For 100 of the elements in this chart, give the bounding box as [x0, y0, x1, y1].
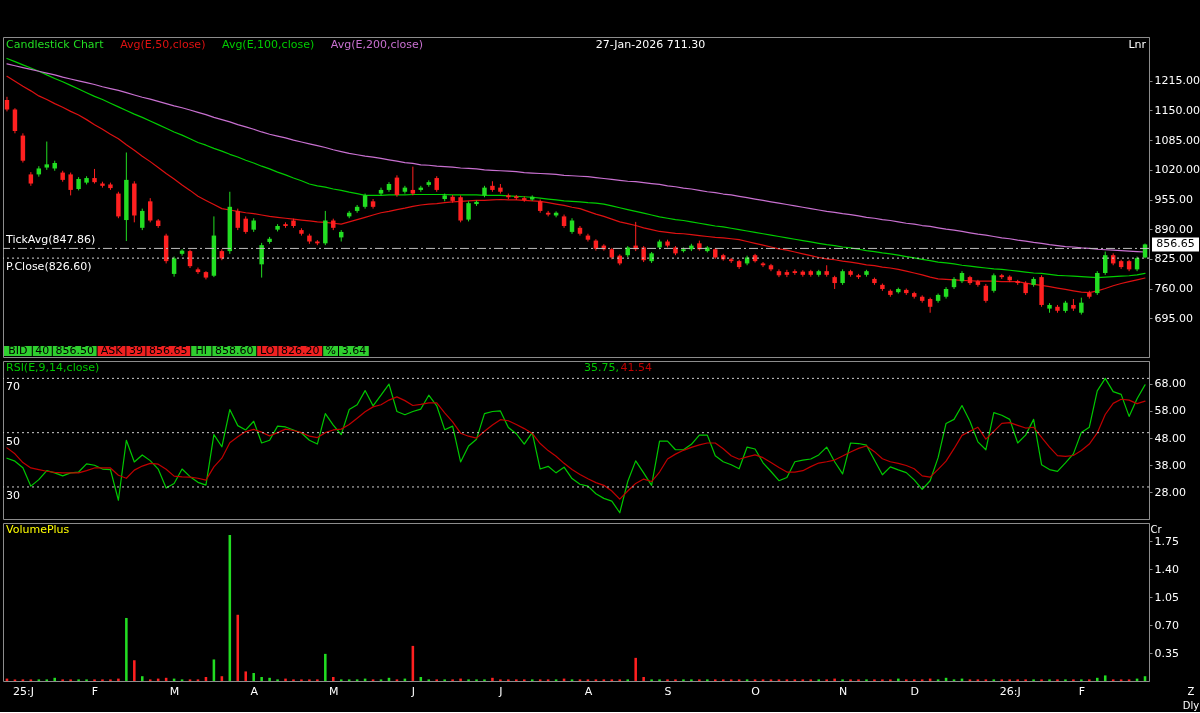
candlestick — [140, 208, 145, 231]
annotation: 40 — [35, 344, 50, 357]
ref-line-label: 30 — [6, 488, 20, 502]
x-tick-label: F — [1078, 684, 1086, 698]
x-tick-label: O — [751, 684, 761, 698]
y-tick-label: 58.00 — [1154, 404, 1186, 418]
annotation: 27-Jan-2026 711.30 — [595, 38, 706, 51]
text: 856.65 — [1156, 237, 1195, 251]
bar — [1096, 677, 1099, 681]
line-series — [6, 377, 1146, 514]
text: Avg(E,100,close) — [222, 38, 315, 51]
bar — [459, 678, 462, 681]
annotation: 826.20 — [281, 344, 320, 357]
bar — [642, 677, 645, 681]
text: Avg(E,200,close) — [330, 38, 424, 51]
bar — [324, 653, 327, 681]
candlestick — [148, 197, 153, 223]
candlestick — [983, 283, 989, 304]
y-tick-label: 68.00 — [1154, 377, 1186, 391]
chart-title: VolumePlus — [6, 523, 70, 536]
y-tick-label: 0.70 — [1154, 618, 1179, 632]
x-tick-label: J — [410, 684, 415, 698]
x-tick-label: J — [498, 684, 503, 698]
candlestick — [410, 166, 416, 196]
candlestick — [458, 194, 463, 223]
x-tick-label: F — [91, 684, 99, 698]
bar — [53, 677, 56, 681]
y-tick-label: 890.00 — [1154, 222, 1193, 236]
ref-line-label: 50 — [6, 434, 20, 448]
annotation: ASK — [100, 344, 124, 357]
candlestick — [68, 172, 73, 196]
bar — [268, 677, 271, 681]
bar — [897, 678, 900, 681]
x-tick-label: D — [910, 684, 919, 698]
ref-line-label: P.Close(826.60) — [6, 260, 92, 274]
bar — [634, 657, 637, 681]
annotation: BID — [8, 344, 28, 357]
candlestick — [760, 261, 766, 268]
x-tick-label: M — [329, 684, 339, 698]
candlestick — [259, 242, 264, 279]
y-tick-label: 825.00 — [1154, 252, 1193, 266]
x-tick-label: N — [838, 684, 848, 698]
candlestick — [195, 267, 201, 275]
line-series — [6, 396, 1146, 500]
annotation: HI — [195, 344, 208, 357]
candlestick — [784, 269, 790, 278]
annotation: 35.75, — [584, 361, 620, 374]
bar — [260, 677, 263, 681]
bar — [236, 614, 240, 681]
x-tick-label: A — [584, 684, 593, 698]
x-tick-label: S — [664, 684, 672, 698]
y-tick-label: 695.00 — [1154, 311, 1193, 325]
candlestick — [116, 191, 121, 219]
bar — [125, 617, 128, 681]
y-tick-label: 1150.00 — [1154, 104, 1200, 117]
y-tick-label: 1.75 — [1154, 534, 1179, 548]
bar — [117, 678, 120, 681]
y-tick-label: 1215.00 — [1154, 74, 1200, 88]
annotation: 3.64 — [341, 344, 367, 357]
annotation: 39 — [128, 344, 143, 357]
annotation: % — [325, 344, 336, 357]
y-tick-label: 0.35 — [1154, 646, 1179, 660]
candlestick — [235, 208, 240, 231]
y-tick-label: 1.40 — [1154, 562, 1179, 576]
text: Candlestick Chart — [6, 38, 105, 51]
ref-line-label: TickAvg(847.86) — [5, 233, 96, 247]
y-axis-title: Cr — [1150, 523, 1163, 535]
annotation: 856.50 — [55, 344, 94, 357]
candlestick — [792, 268, 798, 276]
y-tick-label: 760.00 — [1154, 282, 1193, 296]
x-tick-label: 25:J — [12, 684, 34, 698]
candlestick — [545, 210, 551, 217]
annotation: 858.60 — [215, 344, 254, 357]
bar — [491, 677, 494, 681]
x-tick-label: A — [250, 684, 259, 698]
x-tick-label: M — [169, 684, 180, 698]
y-tick-label: 1020.00 — [1154, 163, 1200, 177]
bar — [284, 678, 287, 681]
candlestick — [171, 256, 177, 278]
bar — [141, 676, 144, 681]
y-tick-label: 1.05 — [1154, 590, 1179, 604]
candlestick — [466, 200, 471, 222]
y-tick-label: 955.00 — [1154, 193, 1193, 207]
y-tick-label: 1085.00 — [1154, 133, 1200, 147]
bar — [833, 678, 836, 681]
bar — [244, 671, 247, 681]
x-tick-label: 26:J — [999, 684, 1021, 698]
ref-line-label: 70 — [6, 380, 20, 394]
annotation: 41.54 — [620, 361, 653, 374]
bar — [133, 660, 136, 681]
candlestick — [927, 297, 933, 314]
bar — [332, 677, 335, 681]
text: Avg(E,50,close) — [120, 38, 206, 51]
chart-title: RSI(E,9,14,close) — [6, 361, 100, 374]
candlestick — [991, 272, 997, 294]
candlestick — [44, 141, 49, 171]
y-tick-label: 28.00 — [1154, 485, 1186, 499]
annotation: Lnr — [1128, 38, 1147, 51]
annotation: LO — [260, 344, 275, 357]
text: Dly — [1182, 700, 1200, 711]
